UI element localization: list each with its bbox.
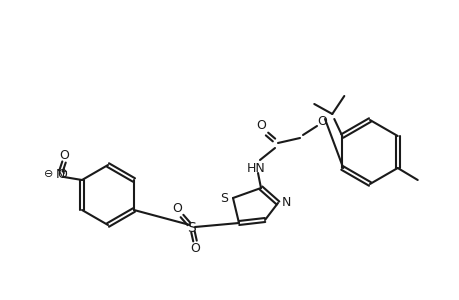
Text: O: O — [57, 167, 67, 181]
Text: O: O — [256, 118, 265, 131]
Text: S: S — [187, 221, 196, 235]
Text: O: O — [316, 115, 326, 128]
Text: S: S — [219, 191, 228, 205]
Text: O: O — [59, 148, 69, 161]
Text: N: N — [281, 196, 291, 209]
Text: O: O — [172, 202, 182, 215]
Text: N: N — [55, 169, 65, 182]
Text: HN: HN — [246, 161, 265, 175]
Text: +: + — [61, 167, 67, 176]
Text: ⊖: ⊖ — [44, 169, 54, 179]
Text: O: O — [190, 242, 200, 256]
